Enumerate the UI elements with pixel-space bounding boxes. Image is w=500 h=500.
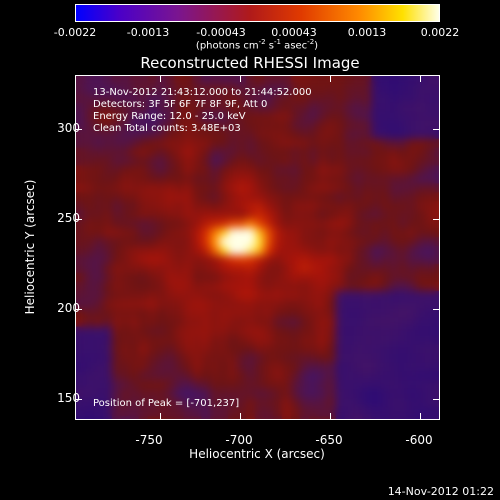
rhessi-image-canvas: [76, 76, 439, 419]
colorbar-tick: 0.0022: [420, 26, 460, 39]
colorbar-unit-label: (photons cm-2 s-1 asec-2): [195, 38, 319, 52]
colorbar-tick: -0.00043: [196, 26, 246, 39]
info-peak-position: Position of Peak = [-701,237]: [93, 398, 240, 409]
y-tick-label: 150: [57, 391, 80, 405]
colorbar-tick: -0.0013: [126, 26, 170, 39]
x-tick-label: -750: [135, 433, 163, 447]
colorbar-tick: -0.0022: [53, 26, 97, 39]
colorbar-tick: 0.0013: [347, 26, 387, 39]
y-tick-label: 250: [57, 211, 80, 225]
info-energy-range: Energy Range: 12.0 - 25.0 keV: [93, 111, 246, 122]
x-tick-label: -700: [225, 433, 253, 447]
info-detectors: Detectors: 3F 5F 6F 7F 8F 9F, Att 0: [93, 99, 268, 110]
rhessi-image-plot: [75, 75, 440, 420]
info-time-range: 13-Nov-2012 21:43:12.000 to 21:44:52.000: [93, 87, 312, 98]
y-tick-label: 200: [57, 301, 80, 315]
y-tick-label: 300: [57, 121, 80, 135]
colorbar-tick: 0.00043: [271, 26, 317, 39]
y-axis-label: Heliocentric Y (arcsec): [23, 179, 37, 315]
timestamp: 14-Nov-2012 01:22: [387, 485, 494, 498]
image-title: Reconstructed RHESSI Image: [140, 54, 360, 72]
colorbar: [75, 4, 440, 22]
x-axis-label: Heliocentric X (arcsec): [189, 447, 325, 461]
x-tick-label: -650: [315, 433, 343, 447]
x-tick-label: -600: [405, 433, 433, 447]
info-algorithm: Clean Total counts: 3.48E+03: [93, 123, 241, 134]
